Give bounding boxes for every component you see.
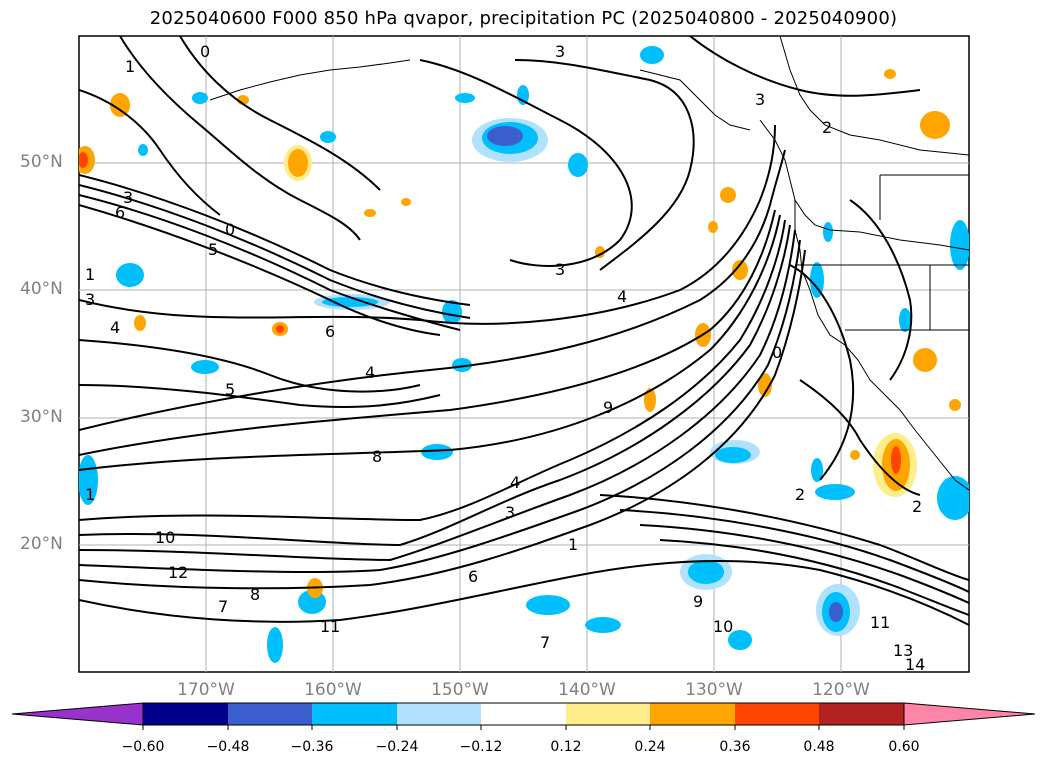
contour-label: 6 xyxy=(468,567,478,586)
contour-label: 6 xyxy=(325,322,335,341)
contour-label: 1 xyxy=(568,535,578,554)
contour-label: 1 xyxy=(85,485,95,504)
colorbar-tick-label: −0.24 xyxy=(375,739,419,755)
contour-label: 3 xyxy=(555,42,565,61)
map-frame xyxy=(78,35,970,673)
contour-label: 4 xyxy=(365,363,375,382)
contour-label: 8 xyxy=(372,447,382,466)
lon-label-130w: 130°W xyxy=(685,680,743,700)
contour-label: 2 xyxy=(795,485,805,504)
contour-label: 3 xyxy=(505,503,515,522)
contour-label: 0 xyxy=(225,220,235,239)
lon-label-120w: 120°W xyxy=(812,680,870,700)
contour-label: 7 xyxy=(540,633,550,652)
lat-label-50n: 50°N xyxy=(20,152,63,172)
contour-label: 6 xyxy=(115,203,125,222)
contour-label: 14 xyxy=(905,655,925,674)
contour-label: 9 xyxy=(603,398,613,417)
contour-label: 0 xyxy=(772,343,782,362)
colorbar-tick-label: −0.36 xyxy=(290,739,334,755)
contour-label: 4 xyxy=(617,287,627,306)
contour-label: 8 xyxy=(250,585,260,604)
contour-label: 11 xyxy=(870,613,890,632)
lon-label-140w: 140°W xyxy=(558,680,616,700)
contour-label: 3 xyxy=(555,260,565,279)
contour-label: 1 xyxy=(85,265,95,284)
contour-label: 9 xyxy=(693,592,703,611)
colorbar-tick-label: −0.12 xyxy=(459,739,503,755)
contour-label: 12 xyxy=(168,563,188,582)
lon-label-170w: 170°W xyxy=(177,680,235,700)
contour-labels: 0 1 3 6 5 1 3 4 0 1 8 10 12 13 14 11 9 7… xyxy=(85,42,925,674)
qvapor-contours xyxy=(79,36,969,626)
contour-label: 0 xyxy=(200,42,210,61)
lat-label-20n: 20°N xyxy=(20,534,63,554)
lat-label-40n: 40°N xyxy=(20,279,63,299)
contour-label: 7 xyxy=(218,597,228,616)
contour-label: 1 xyxy=(125,57,135,76)
contour-label: 5 xyxy=(225,380,235,399)
colorbar-tick-label: 0.48 xyxy=(803,739,835,755)
colorbar xyxy=(11,702,1036,730)
contour-label: 3 xyxy=(85,290,95,309)
contour-label: 10 xyxy=(155,528,175,547)
contour-label: 11 xyxy=(320,617,340,636)
contour-label: 10 xyxy=(713,617,733,636)
map-title: 2025040600 F000 850 hPa qvapor, precipit… xyxy=(149,8,898,29)
lat-label-30n: 30°N xyxy=(20,407,63,427)
contour-label: 3 xyxy=(755,90,765,109)
lon-label-160w: 160°W xyxy=(304,680,362,700)
precip-negative-areas xyxy=(79,46,969,663)
contour-label: 5 xyxy=(208,240,218,259)
contour-label: 4 xyxy=(510,473,520,492)
colorbar-tick-label: 0.60 xyxy=(888,739,920,755)
contour-label: 3 xyxy=(123,188,133,207)
contour-label: 2 xyxy=(912,497,922,516)
contour-label: 13 xyxy=(893,641,913,660)
coastlines xyxy=(209,36,969,491)
colorbar-tick-label: −0.48 xyxy=(206,739,250,755)
colorbar-tick-label: 0.12 xyxy=(550,739,582,755)
colorbar-tick-label: 0.24 xyxy=(634,739,666,755)
lon-label-150w: 150°W xyxy=(431,680,489,700)
graticule xyxy=(79,36,969,672)
precip-positive-areas xyxy=(79,69,961,598)
contour-label: 2 xyxy=(822,118,832,137)
colorbar-tick-label: 0.36 xyxy=(719,739,751,755)
contour-label: 4 xyxy=(110,318,120,337)
colorbar-tick-label: −0.60 xyxy=(121,739,165,755)
